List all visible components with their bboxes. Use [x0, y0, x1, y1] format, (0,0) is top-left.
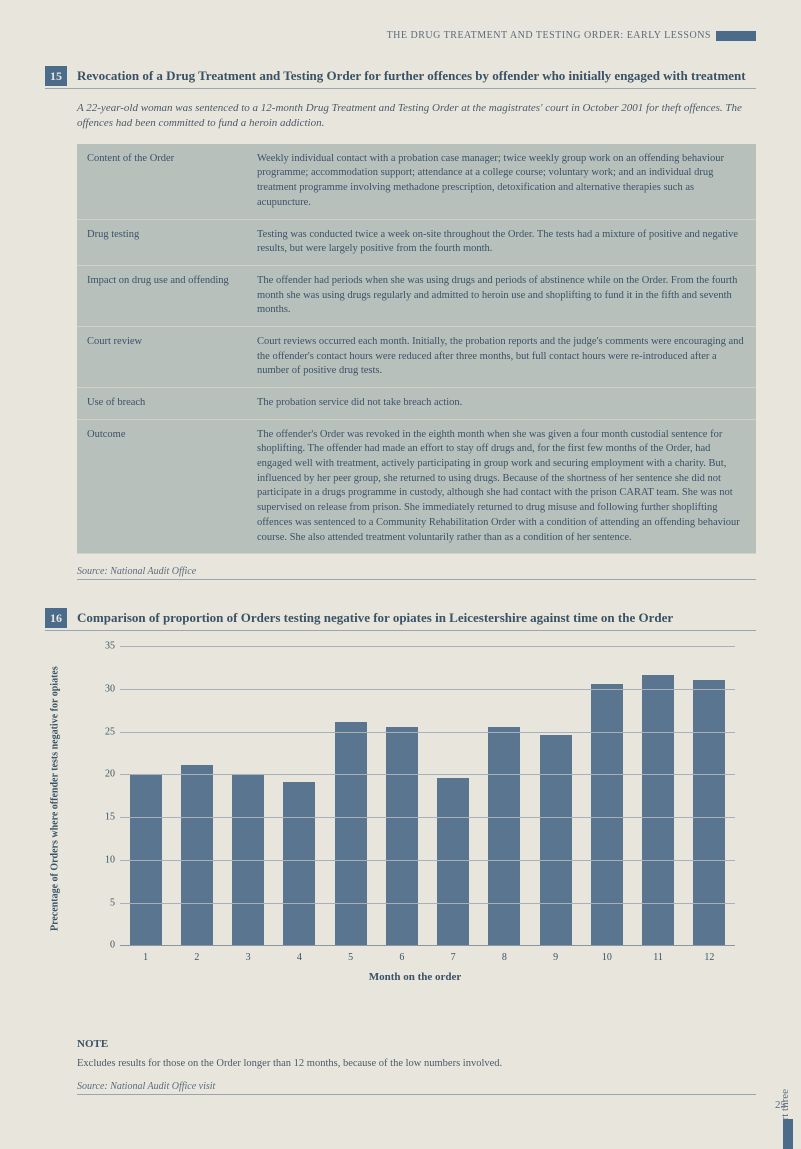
row-label: Court review	[77, 326, 247, 387]
table-row: OutcomeThe offender's Order was revoked …	[77, 419, 756, 554]
x-tick-label: 6	[399, 952, 404, 963]
gridline	[120, 732, 735, 733]
bar-group: 2	[171, 765, 222, 945]
y-tick-label: 15	[95, 812, 115, 823]
x-tick-label: 10	[602, 952, 612, 963]
table-row: Court reviewCourt reviews occurred each …	[77, 326, 756, 387]
bar-chart: Precentage of Orders where offender test…	[95, 646, 735, 966]
bar-group: 10	[581, 684, 632, 945]
gridline	[120, 689, 735, 690]
x-tick-label: 4	[297, 952, 302, 963]
x-tick-label: 11	[653, 952, 663, 963]
x-tick-label: 5	[348, 952, 353, 963]
bar	[283, 782, 315, 945]
bar	[591, 684, 623, 945]
y-tick-label: 30	[95, 683, 115, 694]
x-tick-label: 12	[704, 952, 714, 963]
bar-group: 12	[684, 680, 735, 946]
section-16-number: 16	[45, 608, 67, 628]
table-row: Content of the OrderWeekly individual co…	[77, 144, 756, 219]
gridline	[120, 903, 735, 904]
gridline	[120, 817, 735, 818]
x-tick-label: 9	[553, 952, 558, 963]
section-16-title: Comparison of proportion of Orders testi…	[77, 608, 673, 626]
bar	[335, 722, 367, 945]
y-tick-label: 10	[95, 854, 115, 865]
note-label: NOTE	[77, 1038, 756, 1050]
section-15-header: 15 Revocation of a Drug Treatment and Te…	[45, 66, 756, 89]
y-tick-label: 0	[95, 940, 115, 951]
y-tick-label: 35	[95, 641, 115, 652]
row-label: Impact on drug use and offending	[77, 265, 247, 326]
x-tick-label: 8	[502, 952, 507, 963]
bar-group: 9	[530, 735, 581, 945]
section-15-intro: A 22-year-old woman was sentenced to a 1…	[77, 101, 756, 132]
gridline	[120, 774, 735, 775]
section-15-title: Revocation of a Drug Treatment and Testi…	[77, 66, 746, 84]
row-label: Use of breach	[77, 388, 247, 420]
gridline	[120, 646, 735, 647]
bar	[386, 727, 418, 946]
row-label: Content of the Order	[77, 144, 247, 219]
page-number: 25	[775, 1099, 786, 1111]
note-section: NOTE Excludes results for those on the O…	[77, 1038, 756, 1095]
bar	[488, 727, 520, 946]
row-label: Outcome	[77, 419, 247, 554]
section-15-number: 15	[45, 66, 67, 86]
bar	[437, 778, 469, 945]
row-text: Testing was conducted twice a week on-si…	[247, 219, 756, 265]
bar-group: 5	[325, 722, 376, 945]
section-15-source: Source: National Audit Office	[77, 566, 756, 580]
y-tick-label: 5	[95, 897, 115, 908]
y-tick-label: 20	[95, 769, 115, 780]
row-text: The offender had periods when she was us…	[247, 265, 756, 326]
x-axis-label: Month on the order	[95, 971, 735, 983]
bar	[693, 680, 725, 946]
x-tick-label: 1	[143, 952, 148, 963]
x-tick-label: 2	[194, 952, 199, 963]
bar-group: 11	[633, 675, 684, 945]
section-16-header: 16 Comparison of proportion of Orders te…	[45, 608, 756, 631]
y-axis-label: Precentage of Orders where offender test…	[50, 681, 61, 931]
bar-group: 6	[376, 727, 427, 946]
x-tick-label: 3	[246, 952, 251, 963]
row-text: The offender's Order was revoked in the …	[247, 419, 756, 554]
bar-group: 4	[274, 782, 325, 945]
x-tick-label: 7	[451, 952, 456, 963]
row-text: Court reviews occurred each month. Initi…	[247, 326, 756, 387]
side-bar-decoration	[783, 1119, 793, 1149]
section-16-source: Source: National Audit Office visit	[77, 1081, 756, 1095]
bar-group: 8	[479, 727, 530, 946]
row-text: The probation service did not take breac…	[247, 388, 756, 420]
note-text: Excludes results for those on the Order …	[77, 1058, 756, 1069]
gridline	[120, 860, 735, 861]
bar-group: 7	[428, 778, 479, 945]
table-row: Use of breachThe probation service did n…	[77, 388, 756, 420]
table-row: Drug testingTesting was conducted twice …	[77, 219, 756, 265]
section-15-table: Content of the OrderWeekly individual co…	[77, 144, 756, 554]
row-label: Drug testing	[77, 219, 247, 265]
page-header: THE DRUG TREATMENT AND TESTING ORDER: EA…	[45, 30, 756, 41]
bar	[181, 765, 213, 945]
y-tick-label: 25	[95, 726, 115, 737]
table-row: Impact on drug use and offendingThe offe…	[77, 265, 756, 326]
bar	[642, 675, 674, 945]
bar	[540, 735, 572, 945]
row-text: Weekly individual contact with a probati…	[247, 144, 756, 219]
